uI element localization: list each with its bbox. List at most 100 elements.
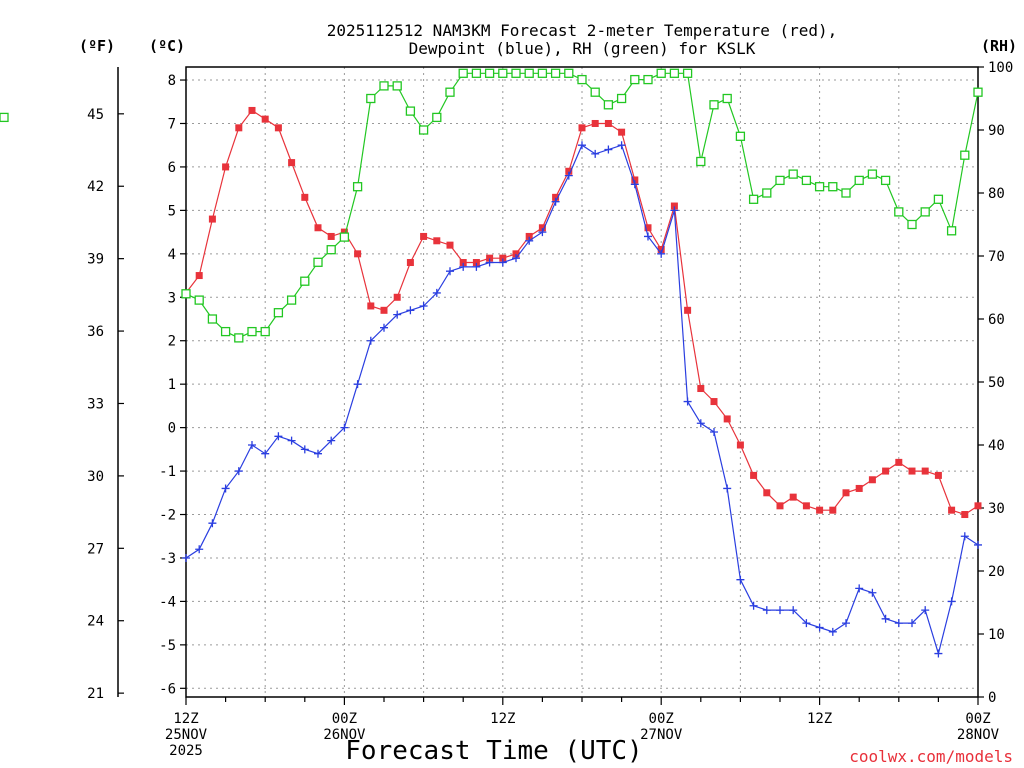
rh-point — [748, 194, 759, 204]
rh-point — [682, 68, 693, 78]
dewpoint-point — [195, 545, 204, 554]
temperature-point — [340, 228, 348, 236]
dewpoint-point — [617, 141, 626, 150]
temperature-point — [235, 124, 243, 132]
rh-point — [286, 295, 297, 305]
temperature-point — [248, 106, 256, 114]
dewpoint-point — [380, 323, 388, 332]
rh-point — [194, 295, 204, 305]
rh-point — [207, 314, 218, 324]
rh-point — [814, 182, 825, 192]
temperature-point — [578, 124, 586, 132]
rh-tick-label: 10 — [988, 627, 1005, 643]
temperature-point — [974, 502, 982, 510]
temperature-point — [354, 250, 362, 258]
rh-point — [656, 68, 666, 78]
fahrenheit-tick-label: 21 — [87, 686, 104, 702]
dewpoint-point — [419, 301, 428, 310]
temperature-point — [697, 385, 705, 393]
rh-point — [841, 188, 851, 198]
rh-point — [379, 81, 389, 91]
temperature-point — [459, 259, 467, 267]
dewpoint-point — [314, 449, 322, 458]
rh-point — [220, 326, 231, 337]
temperature-point — [446, 241, 454, 249]
dewpoint-point — [855, 584, 864, 593]
temperature-point — [736, 441, 744, 449]
rh-point — [590, 87, 600, 97]
rh-point — [894, 207, 904, 217]
temperature-point — [921, 467, 929, 475]
rh-point — [603, 100, 614, 110]
temperature-point — [723, 415, 731, 423]
dewpoint-point — [221, 484, 230, 493]
rh-point — [313, 257, 323, 267]
rh-point — [537, 68, 548, 78]
temperature-point — [657, 245, 665, 253]
fahrenheit-tick-label: 45 — [87, 107, 104, 123]
dewpoint-point — [406, 306, 415, 315]
dewpoint-point — [604, 145, 613, 154]
series-filled-square — [182, 106, 982, 519]
x-tick-label: 27NOV — [640, 727, 683, 743]
rh-tick-label: 0 — [988, 690, 996, 706]
dewpoint-point — [960, 532, 969, 541]
fahrenheit-tick-label: 33 — [87, 396, 104, 412]
x-tick-label: 12Z — [807, 711, 832, 727]
temperature-point — [327, 232, 335, 240]
temperature-point — [565, 167, 573, 175]
rh-point — [933, 194, 944, 204]
rh-point — [920, 207, 930, 217]
temperature-point — [802, 502, 810, 510]
rh-point — [907, 219, 917, 230]
dewpoint-point — [696, 419, 705, 428]
celsius-tick-label: 2 — [168, 334, 176, 350]
temperature-point — [631, 176, 639, 184]
x-tick-label: 00Z — [965, 711, 990, 727]
rh-point — [788, 169, 798, 179]
celsius-tick-label: -5 — [159, 638, 176, 654]
x-tick-label: 00Z — [332, 711, 357, 727]
temperature-point — [789, 493, 797, 501]
plot-area — [0, 68, 983, 658]
celsius-tick-label: -6 — [159, 681, 176, 697]
rh-point — [801, 175, 812, 186]
dewpoint-point — [300, 445, 309, 454]
fahrenheit-tick-label: 36 — [87, 324, 104, 340]
rh-tick-label: 20 — [988, 564, 1005, 580]
dewpoint-point — [894, 619, 903, 628]
temperature-point — [816, 506, 824, 514]
dewpoint-point — [974, 540, 982, 549]
rh-point — [458, 68, 468, 78]
rh-point — [867, 169, 878, 179]
rh-point — [273, 308, 284, 318]
celsius-tick-label: 3 — [168, 290, 176, 306]
rh-point — [471, 68, 482, 78]
rh-tick-label: 100 — [988, 60, 1013, 76]
series-line — [185, 109, 979, 516]
rh-point — [405, 106, 416, 116]
dewpoint-point — [274, 432, 283, 441]
dewpoint-point — [868, 588, 877, 597]
temperature-point — [750, 471, 758, 479]
temperature-point — [499, 254, 507, 262]
dewpoint-point — [340, 423, 349, 432]
dewpoint-point — [947, 597, 956, 606]
dewpoint-point — [762, 606, 771, 615]
temperature-point — [604, 119, 612, 127]
title-line-1: 2025112512 NAM3KM Forecast 2-meter Tempe… — [327, 21, 838, 40]
temperature-point — [472, 259, 480, 267]
dewpoint-point — [393, 310, 402, 319]
temperature-point — [829, 506, 837, 514]
x-axis-label: Forecast Time (UTC) — [345, 736, 642, 766]
fahrenheit-unit-label: (ºF) — [79, 37, 115, 55]
rh-point — [484, 68, 495, 78]
rh-tick-label: 70 — [988, 249, 1005, 265]
rh-point — [260, 326, 270, 337]
dewpoint-point — [485, 258, 494, 267]
rh-point — [616, 93, 627, 104]
celsius-tick-label: 0 — [168, 421, 176, 437]
celsius-tick-label: 5 — [168, 203, 176, 219]
temperature-point — [525, 232, 533, 240]
rh-point — [418, 125, 429, 135]
